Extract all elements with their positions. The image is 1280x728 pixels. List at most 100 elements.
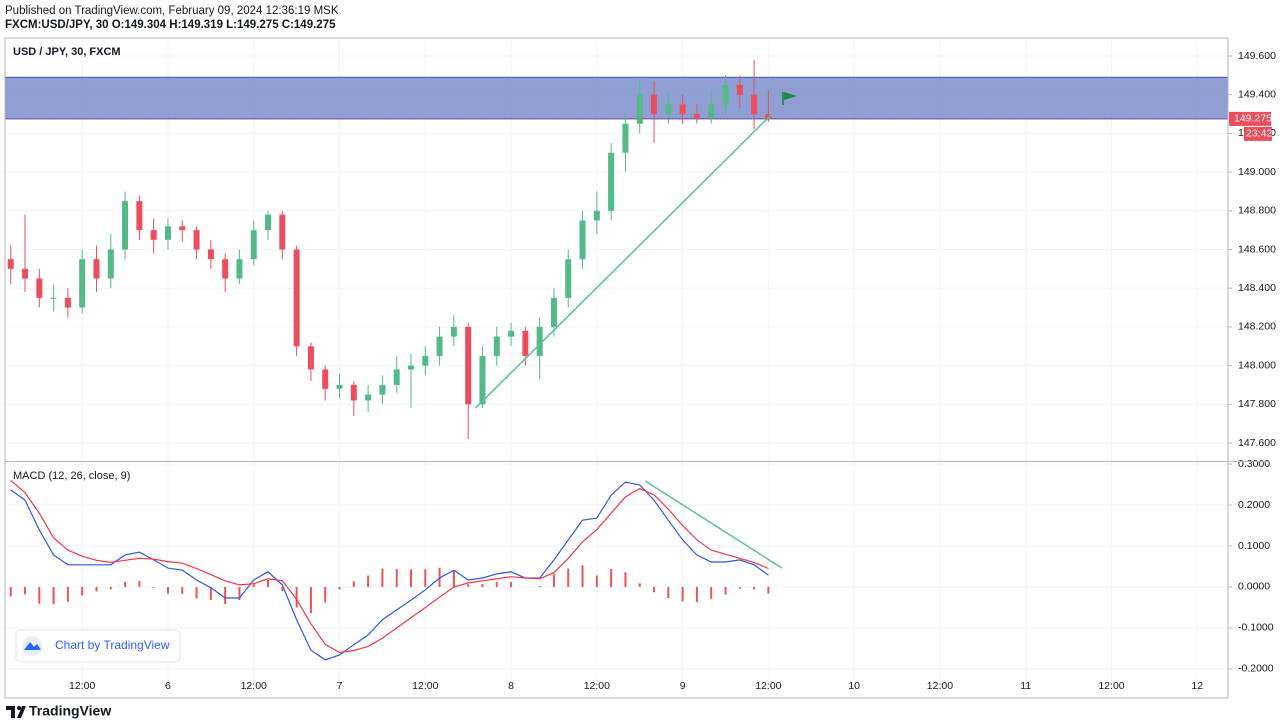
last-price-label: 149.275 — [1234, 113, 1272, 125]
y-tick-label: 147.800 — [1238, 398, 1276, 410]
histogram-bar — [95, 586, 98, 592]
candle-body — [279, 214, 286, 250]
candle-body — [64, 297, 71, 308]
candle-body — [307, 346, 314, 370]
histogram-bar — [24, 586, 27, 595]
histogram-bar — [324, 586, 327, 603]
histogram-bar — [567, 568, 570, 587]
candle-body — [679, 104, 686, 115]
candle-body — [608, 152, 615, 211]
histogram-bar — [309, 586, 312, 614]
histogram-bar — [195, 586, 198, 599]
histogram-bar — [738, 586, 741, 589]
brand-logo — [6, 706, 26, 718]
candle-body — [250, 230, 257, 260]
histogram-bar — [624, 572, 627, 587]
histogram-bar — [510, 582, 513, 587]
histogram-bar — [252, 583, 255, 587]
histogram-bar — [381, 568, 384, 587]
y-tick-label: 0.2000 — [1238, 499, 1270, 511]
histogram-bar — [610, 568, 613, 587]
x-tick-label: 12:00 — [241, 680, 267, 692]
flag — [782, 92, 797, 105]
watermark-text[interactable]: Chart by TradingView — [55, 638, 170, 652]
candle-body — [508, 330, 515, 337]
candle-body — [393, 369, 400, 385]
histogram-bar — [295, 586, 298, 608]
watermark-box[interactable] — [15, 629, 181, 663]
x-tick-label: 12 — [1191, 680, 1203, 692]
candle-body — [107, 249, 114, 279]
brand-text: TradingView — [29, 703, 111, 719]
candle-body — [293, 249, 300, 347]
histogram-bar — [152, 586, 155, 588]
candle-body — [765, 114, 772, 119]
candle-body — [265, 214, 272, 231]
histogram-bar — [267, 580, 270, 587]
histogram-bar — [238, 586, 241, 601]
x-tick-label: 12:00 — [69, 680, 95, 692]
histogram-bar — [638, 583, 641, 587]
histogram-bar — [452, 570, 455, 587]
candle-body — [365, 394, 372, 401]
published-text: Published on TradingView.com, February 0… — [5, 5, 339, 17]
candle-body — [164, 226, 171, 240]
histogram-bar — [395, 568, 398, 587]
macd-line — [10, 479, 769, 654]
candle-body — [593, 210, 600, 221]
histogram-bar — [667, 586, 670, 599]
y-tick-label: 148.000 — [1238, 359, 1276, 371]
candle-body — [207, 249, 214, 260]
candle-body — [493, 336, 500, 356]
histogram-bar — [224, 586, 227, 605]
histogram-bar — [595, 575, 598, 587]
histogram-bar — [753, 586, 756, 590]
last-price-box — [1229, 111, 1271, 126]
histogram-bar — [481, 584, 484, 587]
candle-body — [336, 384, 343, 389]
plot-area: 12:00 6 12:00 7 12:00 8 12:00 9 12:00 10 12:00 11 12… — [4, 38, 1276, 698]
candle-body — [136, 201, 143, 231]
histogram-bar — [538, 586, 541, 587]
y-tick-label: 148.600 — [1238, 243, 1276, 255]
y-tick-label: 149.400 — [1238, 88, 1276, 100]
candle-body — [407, 365, 414, 370]
histogram-bar — [367, 575, 370, 587]
x-tick-label: 10 — [848, 680, 860, 692]
candle-body — [150, 230, 157, 240]
candle-body — [122, 201, 129, 250]
histogram-bar — [767, 586, 770, 594]
candle-body — [465, 326, 472, 405]
candle-body — [722, 85, 729, 105]
countdown-box — [1244, 126, 1272, 141]
y-tick-label: 147.600 — [1238, 437, 1276, 449]
candle-body — [751, 94, 758, 115]
trend-line — [644, 480, 783, 569]
histogram-bar — [209, 586, 212, 601]
candle-body — [322, 369, 329, 389]
watermark-logo — [22, 636, 42, 656]
candle-body — [93, 259, 100, 279]
histogram-bar — [424, 569, 427, 587]
y-tick-label: -0.1000 — [1238, 622, 1274, 634]
histogram-bar — [9, 586, 12, 597]
x-tick-label: 9 — [680, 680, 686, 692]
histogram-bar — [109, 586, 112, 590]
y-tick-label: 148.800 — [1238, 205, 1276, 217]
histogram-bar — [124, 581, 127, 587]
histogram-bar — [724, 586, 727, 595]
y-tick-label: -0.2000 — [1238, 663, 1274, 675]
candle-body — [736, 85, 743, 95]
x-tick-label: 12:00 — [927, 680, 953, 692]
y-tick-label: 0.0000 — [1238, 581, 1270, 593]
candle-body — [436, 336, 443, 356]
histogram-bar — [352, 581, 355, 587]
candle-body — [7, 259, 14, 269]
x-tick-label: 12:00 — [755, 680, 781, 692]
candle-body — [536, 326, 543, 356]
candle-body — [50, 297, 57, 299]
x-tick-label: 8 — [508, 680, 514, 692]
candle-body — [179, 226, 186, 231]
